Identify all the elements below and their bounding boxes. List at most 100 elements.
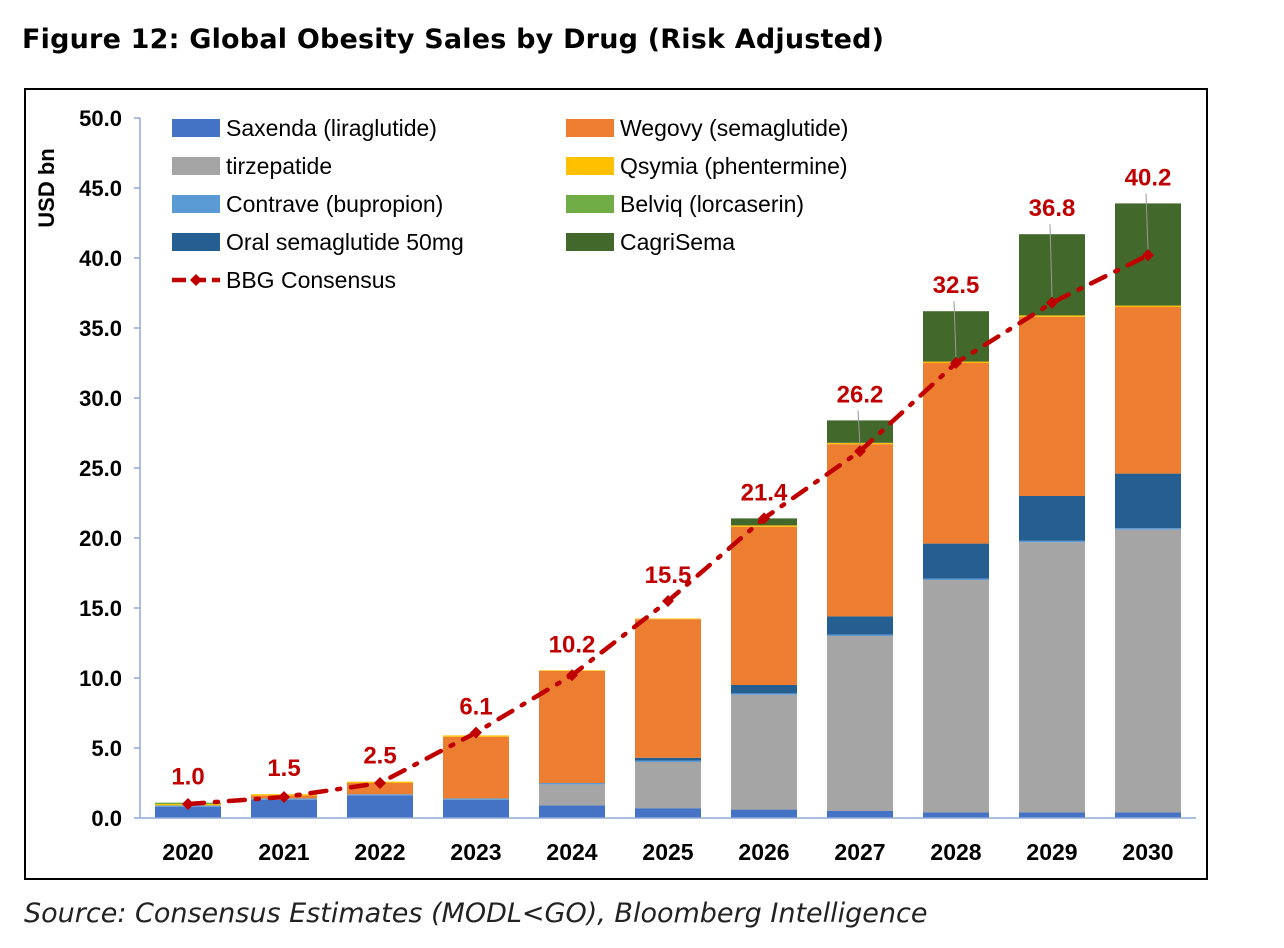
bar-segment — [827, 420, 893, 443]
bar-segment — [731, 694, 797, 810]
legend-swatch — [172, 233, 220, 251]
bar-segment — [731, 526, 797, 685]
consensus-marker — [1142, 249, 1154, 262]
y-tick-label: 0.0 — [91, 806, 122, 831]
consensus-data-label: 36.8 — [1029, 195, 1076, 222]
bar-segment — [635, 618, 701, 620]
consensus-marker — [182, 798, 194, 810]
consensus-marker — [470, 726, 482, 739]
bar-segment — [1019, 812, 1085, 818]
consensus-marker — [758, 512, 770, 525]
bar-segment — [251, 799, 317, 818]
legend-label: Wegovy (semaglutide) — [620, 115, 848, 141]
y-tick-label: 45.0 — [79, 176, 122, 201]
x-tick-label: 2024 — [546, 839, 597, 865]
legend-label: Saxenda (liraglutide) — [226, 115, 437, 141]
consensus-data-label: 10.2 — [549, 631, 596, 658]
consensus-marker — [566, 669, 578, 682]
legend-label: BBG Consensus — [226, 267, 396, 293]
figure-source: Source: Consensus Estimates (MODL<GO), B… — [24, 898, 928, 929]
x-tick-label: 2020 — [162, 839, 213, 865]
consensus-data-label: 6.1 — [459, 694, 492, 721]
y-tick-label: 40.0 — [79, 246, 122, 271]
bar-segment — [443, 799, 509, 818]
bar-segment — [827, 634, 893, 636]
bar-segment — [923, 363, 989, 544]
leader-line — [1145, 193, 1149, 250]
bar-segment — [731, 693, 797, 695]
y-axis-title: USD bn — [34, 148, 59, 227]
bar-segment — [347, 794, 413, 796]
legend-consensus-marker — [190, 274, 202, 286]
legend-label: Belviq (lorcaserin) — [620, 191, 804, 217]
consensus-data-label: 15.5 — [645, 562, 692, 589]
x-tick-label: 2025 — [642, 839, 693, 865]
y-tick-label: 25.0 — [79, 456, 122, 481]
bar-segment — [1019, 540, 1085, 543]
consensus-data-label: 40.2 — [1125, 164, 1172, 191]
bar-segment — [443, 736, 509, 799]
legend-swatch — [566, 195, 614, 213]
y-tick-label: 50.0 — [79, 106, 122, 131]
x-tick-label: 2022 — [354, 839, 405, 865]
bar-segment — [1115, 307, 1181, 474]
legend-label: Qsymia (phentermine) — [620, 153, 848, 179]
consensus-marker — [662, 595, 674, 607]
bar-segment — [1115, 305, 1181, 307]
consensus-data-label: 1.0 — [171, 764, 204, 791]
consensus-data-label: 21.4 — [741, 479, 788, 506]
y-tick-label: 20.0 — [79, 526, 122, 551]
bar-segment — [539, 805, 605, 818]
leader-line — [1049, 224, 1053, 297]
bar-segment — [1115, 473, 1181, 529]
bar-segment — [1115, 529, 1181, 813]
x-tick-label: 2021 — [258, 839, 309, 865]
bar-segment — [347, 795, 413, 818]
bar-segment — [1019, 496, 1085, 541]
consensus-marker — [950, 357, 962, 369]
y-tick-label: 35.0 — [79, 316, 122, 341]
legend-swatch — [172, 195, 220, 213]
bar-segment — [539, 671, 605, 783]
consensus-marker — [1046, 296, 1058, 309]
bar-segment — [827, 636, 893, 811]
leader-line — [857, 410, 861, 446]
bar-segment — [1115, 528, 1181, 530]
x-tick-label: 2028 — [930, 839, 981, 865]
y-tick-label: 15.0 — [79, 596, 122, 621]
consensus-data-label: 32.5 — [933, 272, 980, 299]
legend-swatch — [566, 157, 614, 175]
consensus-marker — [278, 791, 290, 803]
bar-segment — [539, 784, 605, 806]
bar-segment — [731, 685, 797, 694]
consensus-marker — [854, 445, 866, 458]
leader-line — [953, 301, 957, 358]
legend-swatch — [172, 119, 220, 137]
stacked-bar-chart: 0.0 5.0 10.0 15.0 20.0 25.0 30.0 35.0 40.0 45.0 50… — [34, 106, 1196, 865]
legend-label: Contrave (bupropion) — [226, 191, 443, 217]
bar-segment — [443, 798, 509, 800]
legend-label: Oral semaglutide 50mg — [226, 229, 464, 255]
bar-segment — [539, 783, 605, 785]
y-tick-label: 10.0 — [79, 666, 122, 691]
bar-segment — [1115, 812, 1181, 818]
bar-segment — [635, 757, 701, 761]
consensus-data-label: 1.5 — [267, 755, 300, 782]
legend-swatch — [172, 157, 220, 175]
legend-label: tirzepatide — [226, 153, 332, 179]
bar-segment — [635, 808, 701, 818]
bar-segment — [635, 619, 701, 758]
x-tick-label: 2029 — [1026, 839, 1077, 865]
y-tick-label: 5.0 — [91, 736, 122, 761]
figure-title: Figure 12: Global Obesity Sales by Drug … — [22, 24, 885, 55]
consensus-data-label: 26.2 — [837, 381, 884, 408]
bar-segment — [1019, 542, 1085, 813]
bar-segment — [827, 616, 893, 635]
bar-segment — [923, 812, 989, 818]
y-tick-label: 30.0 — [79, 386, 122, 411]
bar-segment — [923, 543, 989, 579]
bar-segment — [827, 444, 893, 617]
bar-segment — [635, 760, 701, 762]
legend-swatch — [566, 119, 614, 137]
consensus-data-label: 2.5 — [363, 743, 396, 770]
